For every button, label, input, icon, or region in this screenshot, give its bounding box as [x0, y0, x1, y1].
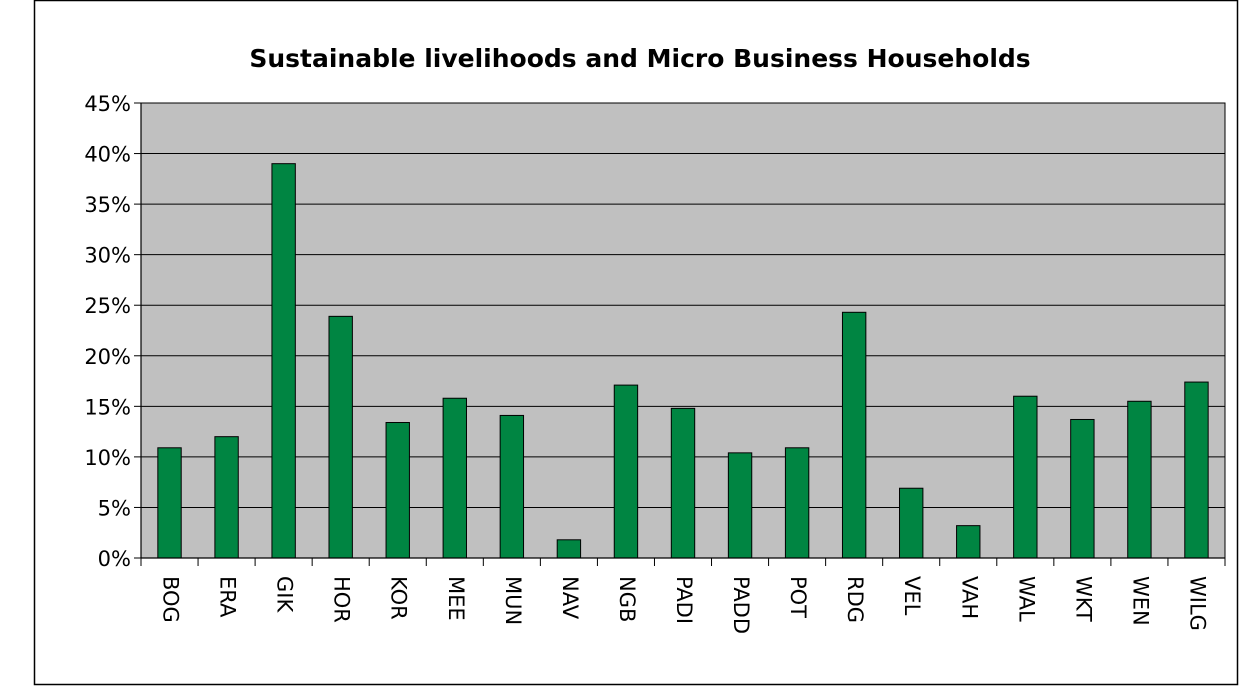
x-tick-label: NGB	[615, 576, 639, 622]
x-tick-label: WILG	[1185, 576, 1209, 631]
bar-hor	[328, 315, 353, 559]
x-tick-label: GIK	[273, 576, 297, 613]
x-tick-label: VAH	[957, 576, 981, 619]
x-tick-label: WKT	[1071, 576, 1095, 622]
bar-wilg	[1184, 381, 1209, 559]
bar-era	[214, 436, 239, 559]
y-tick-label: 10%	[84, 446, 131, 470]
x-tick-label: MUN	[501, 576, 525, 625]
x-tick-label: WAL	[1014, 576, 1038, 622]
y-tick-label: 25%	[84, 294, 131, 318]
bar-mun	[499, 414, 525, 559]
x-tick-label: POT	[786, 576, 810, 618]
y-axis: 0% 5% 10% 15% 20% 25% 30% 35% 40% 45%	[84, 92, 142, 571]
x-tick-label: WEN	[1128, 576, 1152, 626]
x-tick-label: KOR	[387, 576, 411, 620]
bar-wal	[1013, 395, 1038, 559]
y-tick-label: 45%	[84, 92, 131, 116]
bar-padi	[670, 407, 696, 559]
bar-wen	[1127, 400, 1152, 559]
x-tick-label: BOG	[159, 576, 183, 623]
y-tick-label: 40%	[84, 143, 131, 167]
bar-vah	[956, 525, 981, 559]
y-tick-label: 30%	[84, 244, 131, 268]
x-tick-label: PADI	[672, 576, 696, 624]
y-tick-label: 20%	[84, 345, 131, 369]
chart-title: Sustainable livelihoods and Micro Busine…	[249, 44, 1030, 73]
bar-kor	[385, 422, 410, 559]
y-tick-label: 5%	[98, 496, 131, 520]
x-tick-label: HOR	[330, 576, 354, 623]
y-tick-label: 0%	[98, 547, 131, 571]
bar-padd	[727, 452, 753, 559]
bar-rdg	[841, 311, 867, 559]
bar-ngb	[613, 384, 639, 559]
x-tick-label: ERA	[216, 576, 240, 618]
x-tick-label: PADD	[729, 576, 753, 634]
x-tick-label: NAV	[558, 576, 582, 620]
x-axis: BOG ERA GIK HOR KOR MEE MUN NAV NGB PADI PADD POT RD…	[140, 557, 1226, 634]
bar-vel	[899, 487, 924, 559]
bar-mee	[442, 397, 467, 559]
bar-gik	[271, 163, 296, 559]
x-tick-label: MEE	[444, 576, 468, 621]
bar-nav	[556, 539, 582, 559]
x-tick-label: RDG	[843, 576, 867, 623]
bar-bog	[157, 447, 182, 559]
y-tick-label: 35%	[84, 193, 131, 217]
y-tick-label: 15%	[84, 395, 131, 419]
x-tick-label: VEL	[900, 576, 924, 616]
bar-pot	[784, 447, 810, 559]
bars	[157, 163, 1209, 559]
bar-wkt	[1070, 418, 1095, 559]
